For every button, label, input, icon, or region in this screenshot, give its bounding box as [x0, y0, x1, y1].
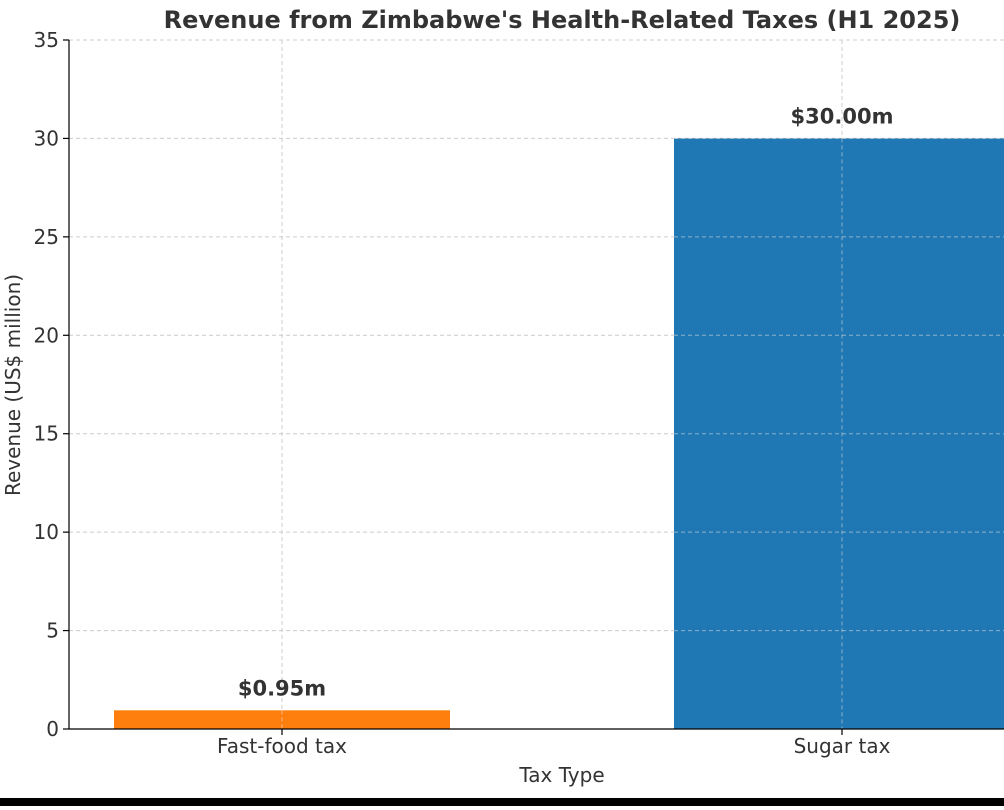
y-tick-label: 10 — [34, 520, 59, 544]
y-axis-label: Revenue (US$ million) — [1, 274, 25, 496]
y-tick-label: 35 — [34, 28, 59, 52]
chart-title: Revenue from Zimbabwe's Health-Related T… — [164, 6, 961, 34]
bottom-edge-band — [0, 798, 1004, 806]
y-tick-label: 15 — [34, 422, 59, 446]
y-tick-label: 20 — [34, 323, 59, 347]
labels-layer: Fast-food tax $0.95m Sugar tax $30.00m — [217, 104, 893, 758]
bars-layer — [114, 137, 1004, 729]
y-tick-label: 5 — [46, 619, 59, 643]
x-tick-label: Fast-food tax — [217, 734, 347, 758]
y-tick-label: 30 — [34, 126, 59, 150]
x-tick-label: Sugar tax — [794, 734, 891, 758]
bar-data-label: $0.95m — [238, 676, 326, 700]
ticks-layer: 0 5 10 15 20 25 30 35 — [34, 28, 843, 741]
x-axis-label: Tax Type — [518, 763, 604, 787]
axes-layer — [68, 40, 1004, 730]
y-tick-label: 25 — [34, 225, 59, 249]
bar-data-label: $30.00m — [791, 104, 894, 128]
y-tick-label: 0 — [46, 717, 59, 741]
